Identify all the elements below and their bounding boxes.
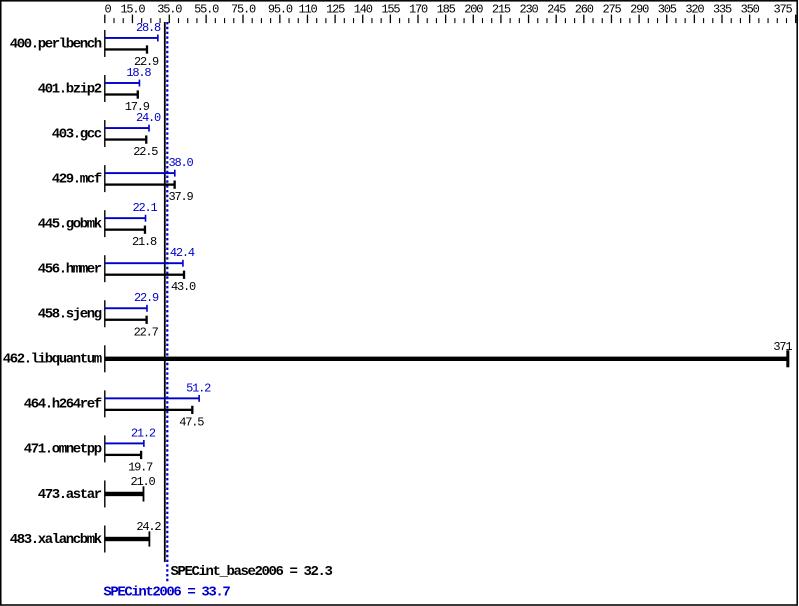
svg-text:483.xalancbmk: 483.xalancbmk [10, 532, 102, 548]
svg-text:21.0: 21.0 [130, 475, 155, 489]
svg-text:170: 170 [409, 3, 428, 17]
svg-text:38.0: 38.0 [168, 156, 193, 170]
svg-text:22.1: 22.1 [133, 201, 158, 215]
svg-text:17.9: 17.9 [125, 100, 150, 114]
svg-text:215: 215 [492, 3, 511, 17]
svg-text:445.gobmk: 445.gobmk [38, 216, 102, 232]
svg-text:37.9: 37.9 [168, 190, 193, 204]
svg-text:42.4: 42.4 [170, 246, 195, 260]
svg-text:15.0: 15.0 [120, 3, 145, 17]
svg-text:471.omnetpp: 471.omnetpp [24, 442, 102, 458]
svg-text:110: 110 [298, 3, 317, 17]
svg-text:55.0: 55.0 [194, 3, 219, 17]
svg-text:320: 320 [685, 3, 704, 17]
svg-text:230: 230 [520, 3, 539, 17]
svg-text:SPECint_base2006 = 32.3: SPECint_base2006 = 32.3 [171, 564, 333, 580]
svg-text:22.9: 22.9 [134, 291, 159, 305]
svg-text:0: 0 [104, 3, 111, 17]
svg-text:22.9: 22.9 [134, 55, 159, 69]
svg-text:401.bzip2: 401.bzip2 [38, 81, 102, 97]
svg-text:47.5: 47.5 [179, 415, 204, 429]
svg-text:462.libquantum: 462.libquantum [3, 352, 102, 368]
svg-text:140: 140 [354, 3, 373, 17]
svg-text:473.astar: 473.astar [38, 487, 102, 503]
svg-text:75.0: 75.0 [231, 3, 256, 17]
svg-text:24.0: 24.0 [136, 111, 161, 125]
svg-text:18.8: 18.8 [126, 66, 151, 80]
svg-text:350: 350 [741, 3, 760, 17]
svg-text:95.0: 95.0 [268, 3, 293, 17]
svg-text:21.2: 21.2 [131, 426, 156, 440]
svg-text:371: 371 [773, 340, 792, 354]
svg-text:290: 290 [630, 3, 649, 17]
svg-text:260: 260 [575, 3, 594, 17]
svg-text:456.hmmer: 456.hmmer [38, 262, 102, 278]
svg-text:125: 125 [326, 3, 345, 17]
svg-text:21.8: 21.8 [132, 235, 157, 249]
svg-text:375: 375 [773, 3, 792, 17]
svg-text:335: 335 [713, 3, 732, 17]
svg-text:403.gcc: 403.gcc [52, 126, 102, 142]
svg-text:51.2: 51.2 [186, 381, 211, 395]
svg-text:24.2: 24.2 [136, 520, 161, 534]
svg-text:185: 185 [437, 3, 456, 17]
svg-text:200: 200 [464, 3, 483, 17]
svg-text:28.8: 28.8 [136, 21, 161, 35]
svg-text:35.0: 35.0 [157, 3, 182, 17]
svg-text:458.sjeng: 458.sjeng [38, 307, 102, 323]
svg-text:429.mcf: 429.mcf [52, 171, 102, 187]
svg-text:22.7: 22.7 [134, 325, 159, 339]
svg-text:22.5: 22.5 [133, 145, 158, 159]
svg-text:400.perlbench: 400.perlbench [10, 36, 102, 52]
svg-text:SPECint2006 = 33.7: SPECint2006 = 33.7 [103, 584, 230, 600]
svg-text:19.7: 19.7 [128, 460, 153, 474]
svg-text:245: 245 [547, 3, 566, 17]
svg-text:275: 275 [602, 3, 621, 17]
svg-text:43.0: 43.0 [171, 280, 196, 294]
svg-text:464.h264ref: 464.h264ref [24, 397, 102, 413]
svg-text:155: 155 [381, 3, 400, 17]
svg-text:305: 305 [658, 3, 677, 17]
